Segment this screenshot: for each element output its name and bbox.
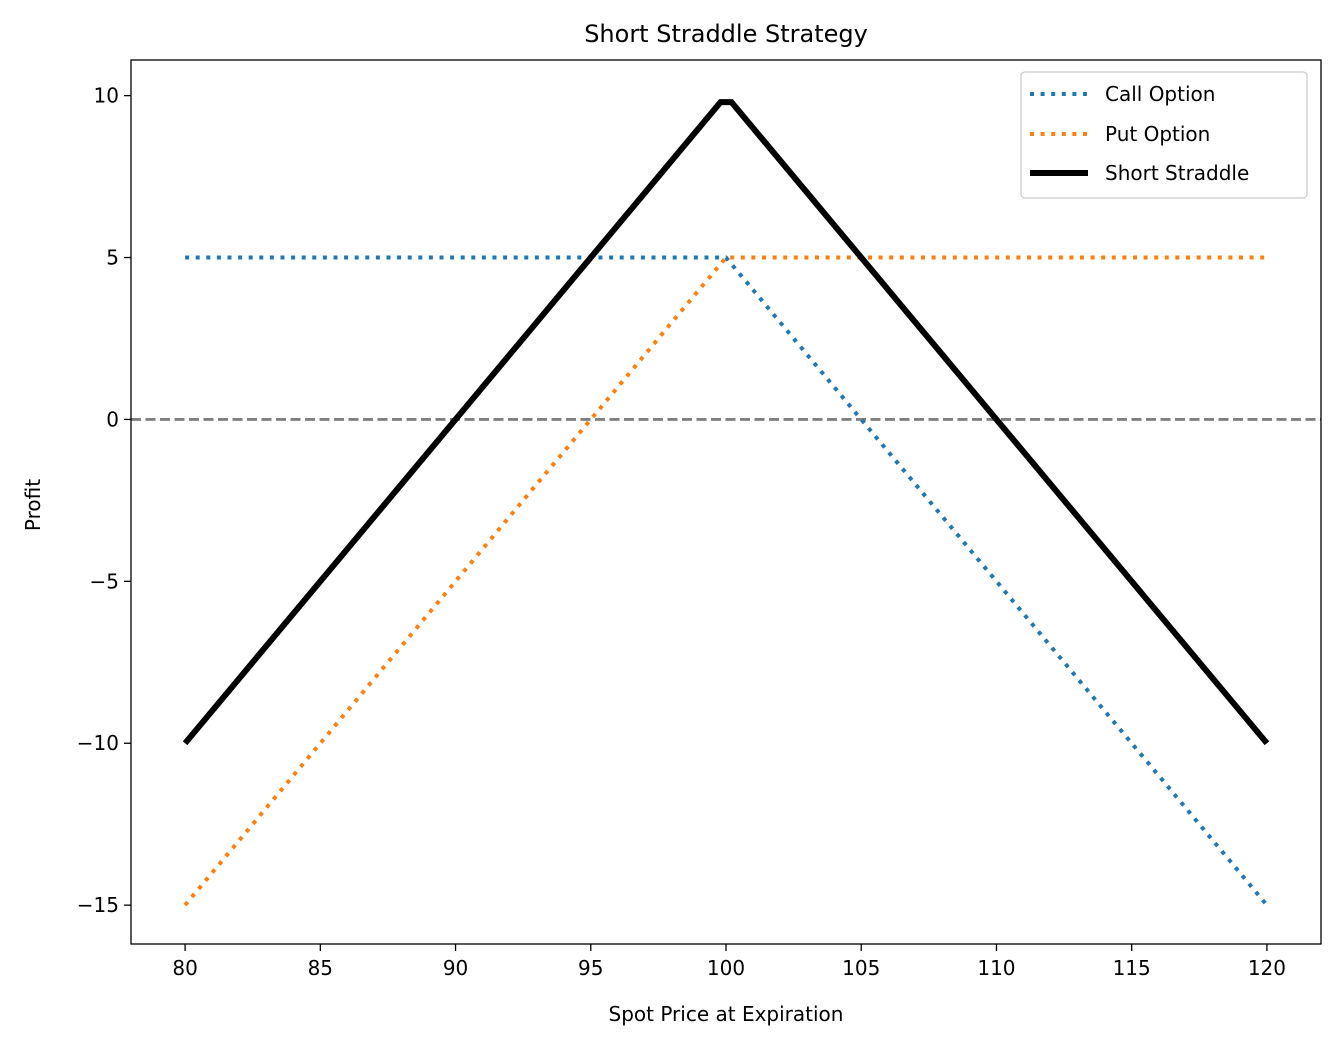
legend-box	[1020, 71, 1308, 199]
legend-label-short-straddle: Short Straddle	[1105, 161, 1249, 185]
legend-label-put-option: Put Option	[1105, 122, 1210, 146]
plot-area	[130, 59, 1322, 945]
y-axis-label: Profit	[21, 479, 45, 531]
x-tick-label: 95	[578, 956, 603, 980]
y-tick-label: 5	[106, 246, 119, 270]
y-tick-label: 10	[94, 84, 119, 108]
y-tick-label: 0	[106, 407, 119, 431]
x-tick-label: 90	[443, 956, 468, 980]
legend: Call Option Put Option Short Straddle	[1020, 71, 1308, 199]
series-line-call-option	[185, 255, 1269, 907]
x-axis-ticks: 80 85 90 95 100 105 110 115 120	[172, 944, 1286, 980]
y-tick-label: −15	[77, 893, 119, 917]
series-group	[182, 99, 1270, 907]
x-tick-label: 120	[1248, 956, 1286, 980]
y-tick-label: −10	[77, 731, 119, 755]
x-tick-label: 85	[308, 956, 333, 980]
series-line-short-straddle	[182, 99, 1270, 746]
legend-items: Call Option Put Option Short Straddle	[1030, 82, 1249, 185]
y-axis-ticks: 10 5 0 −5 −10 −15	[77, 84, 131, 917]
x-tick-label: 110	[977, 956, 1015, 980]
x-tick-label: 100	[707, 956, 745, 980]
y-tick-label: −5	[90, 569, 119, 593]
x-tick-label: 105	[842, 956, 880, 980]
x-tick-label: 80	[172, 956, 197, 980]
legend-label-call-option: Call Option	[1105, 82, 1215, 106]
chart-title: Short Straddle Strategy	[584, 20, 868, 48]
x-tick-label: 115	[1113, 956, 1151, 980]
x-axis-label: Spot Price at Expiration	[609, 1002, 844, 1026]
